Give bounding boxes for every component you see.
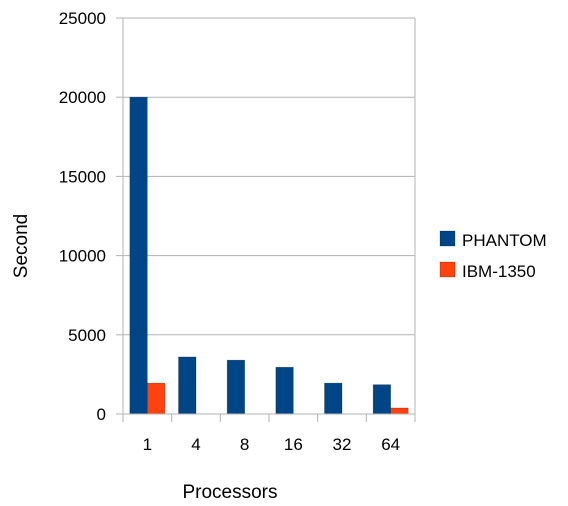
bar-phantom-4 [178, 356, 197, 415]
bar-phantom-1 [129, 96, 148, 415]
bar-phantom-8 [226, 359, 245, 415]
x-tick-label: 32 [333, 435, 352, 454]
gridlines [123, 17, 416, 414]
y-tick-label: 20000 [59, 88, 106, 107]
tick-labels: 0 5000 10000 15000 20000 25000 1 4 8 16 32 64 [59, 9, 400, 454]
x-tick-label: 64 [381, 435, 400, 454]
x-tick-label: 16 [284, 435, 303, 454]
bar-phantom-32 [324, 382, 343, 415]
y-axis-title: Second [11, 214, 32, 278]
axes [116, 17, 416, 422]
bars [129, 96, 409, 415]
bar-phantom-16 [275, 366, 294, 415]
x-tick-label: 4 [191, 435, 200, 454]
y-tick-label: 5000 [68, 326, 106, 345]
y-tick-label: 10000 [59, 247, 106, 266]
legend: PHANTOM IBM-1350 [439, 230, 547, 281]
x-tick-label: 8 [240, 435, 249, 454]
legend-label-phantom: PHANTOM [462, 231, 547, 250]
legend-swatch-phantom [439, 230, 456, 247]
x-axis-title: Processors [182, 482, 277, 503]
legend-swatch-ibm-1350 [439, 261, 456, 278]
bar-ibm-1350-64 [390, 407, 409, 415]
x-tick-label: 1 [143, 435, 152, 454]
bar-phantom-64 [372, 384, 391, 415]
y-tick-label: 15000 [59, 167, 106, 186]
bar-ibm-1350-1 [147, 382, 166, 415]
legend-label-ibm-1350: IBM-1350 [462, 262, 536, 281]
y-tick-label: 25000 [59, 9, 106, 28]
y-tick-label: 0 [97, 405, 106, 424]
